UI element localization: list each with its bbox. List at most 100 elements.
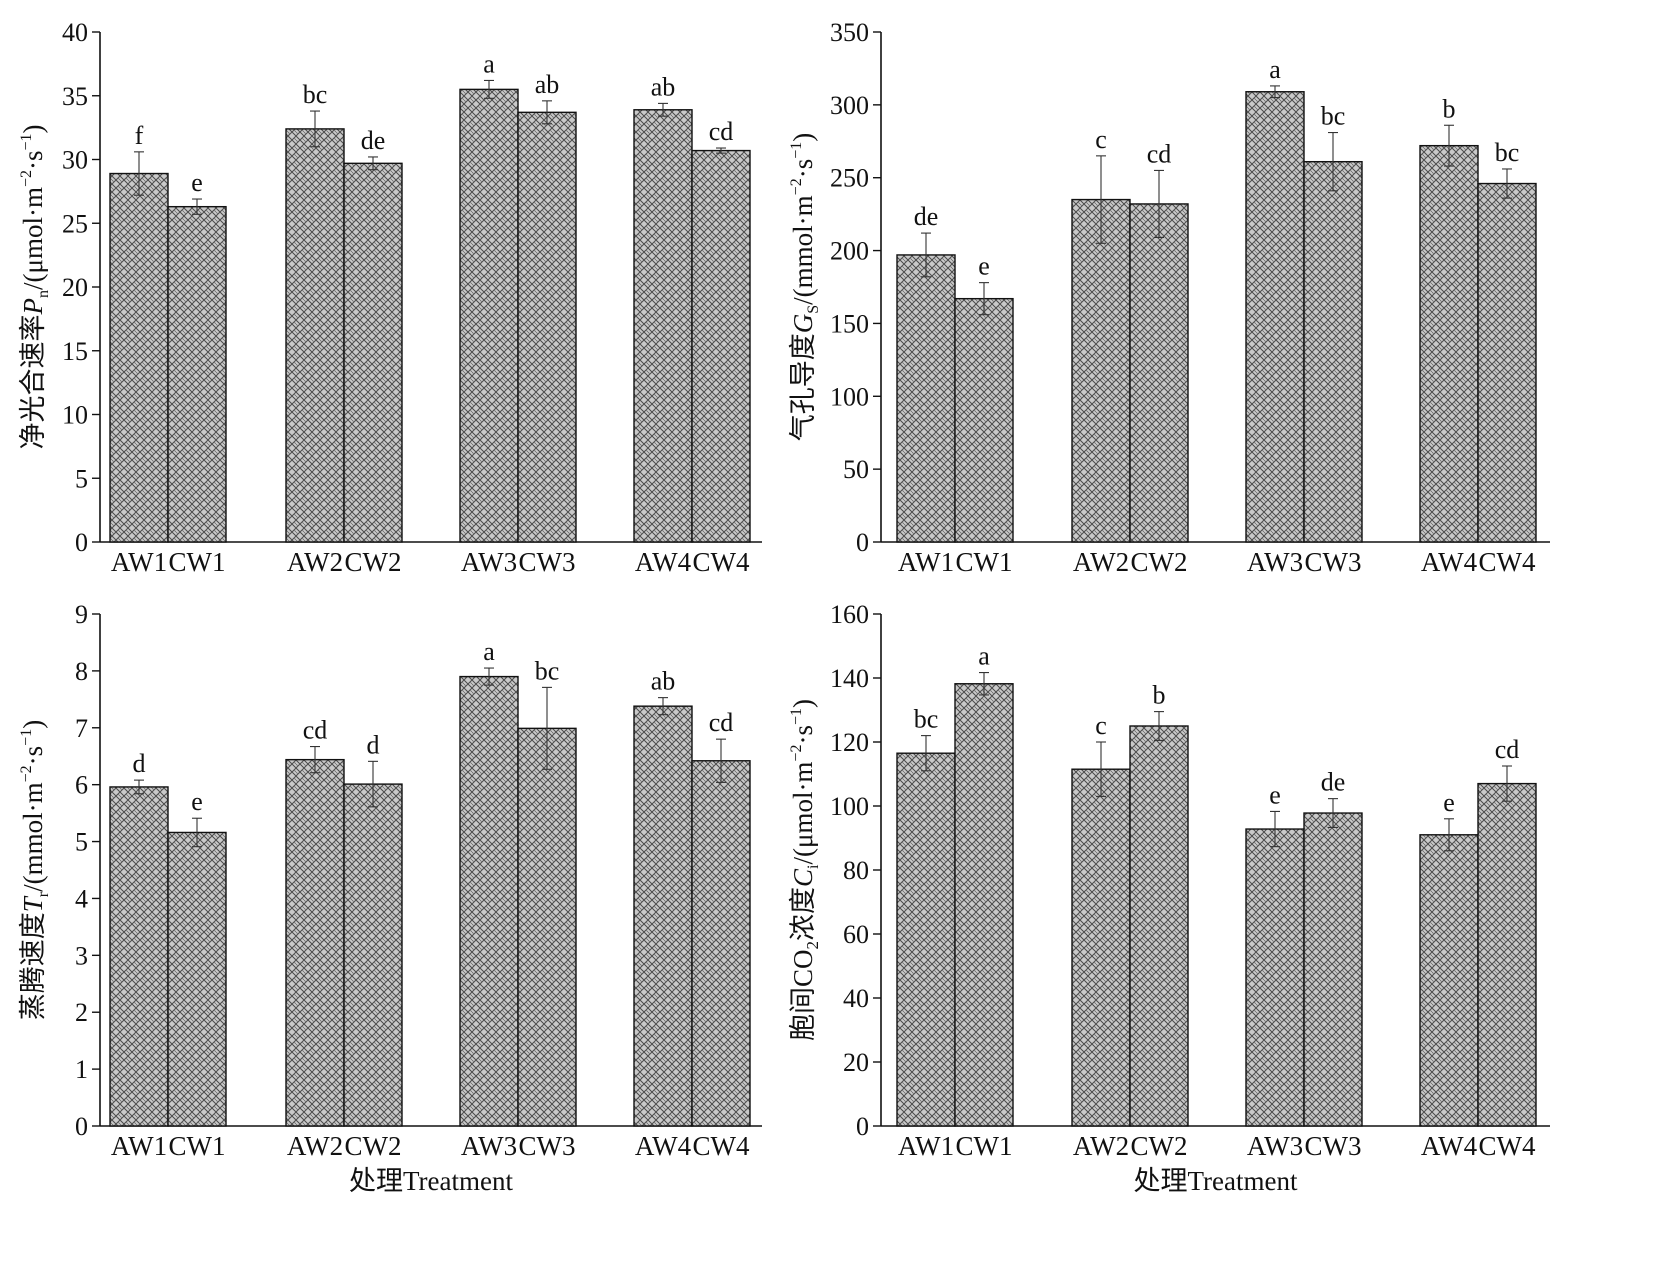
x-tick-label: AW1 [898, 547, 954, 577]
x-tick-label: AW2 [1073, 1131, 1129, 1161]
x-axis-label: 处理Treatment [1134, 1166, 1298, 1196]
bar-aw2 [1071, 768, 1131, 1127]
y-tick-label: 20 [62, 273, 88, 302]
y-tick-label: 10 [62, 401, 88, 430]
y-tick-label: 0 [75, 1112, 88, 1141]
x-tick-label: CW2 [345, 547, 402, 577]
y-tick-label: 100 [830, 382, 869, 411]
bar-aw1 [109, 172, 169, 543]
bar-cw2 [1129, 725, 1189, 1127]
y-tick-label: 20 [843, 1048, 869, 1077]
bar-cw3 [517, 111, 577, 543]
significance-label: c [1095, 125, 1107, 154]
y-tick-label: 8 [75, 657, 88, 686]
bar-cw4 [691, 760, 751, 1127]
x-tick-label: CW3 [519, 1131, 576, 1161]
y-tick-label: 140 [830, 664, 869, 693]
bar-cw1 [167, 831, 227, 1127]
significance-label: e [1443, 788, 1455, 817]
significance-label: d [367, 730, 380, 759]
significance-label: b [1153, 681, 1166, 710]
y-tick-label: 150 [830, 309, 869, 338]
bar-cw3 [1303, 812, 1363, 1127]
x-tick-label: AW1 [898, 1131, 954, 1161]
y-tick-label: 160 [830, 600, 869, 629]
x-tick-label: CW1 [956, 1131, 1013, 1161]
x-axis-label: 处理Treatment [349, 1166, 513, 1196]
x-tick-label: AW2 [287, 547, 343, 577]
y-tick-label: 120 [830, 728, 869, 757]
significance-label: e [978, 252, 990, 281]
x-tick-label: AW4 [635, 1131, 692, 1161]
bar-aw2 [285, 128, 345, 543]
y-tick-label: 40 [62, 18, 88, 47]
bar-cw3 [1303, 160, 1363, 543]
bar-aw4 [633, 109, 693, 543]
bar-cw2 [343, 783, 403, 1127]
significance-label: cd [303, 716, 328, 745]
significance-label: bc [1495, 138, 1520, 167]
y-tick-label: 1 [75, 1055, 88, 1084]
significance-label: cd [709, 117, 734, 146]
y-axis-label: 净光合速率Pn/(μmol·m−2·s−1) [18, 124, 52, 449]
x-tick-label: AW3 [461, 1131, 517, 1161]
significance-label: cd [1147, 139, 1172, 168]
significance-label: c [1095, 711, 1107, 740]
y-tick-label: 80 [843, 856, 869, 885]
x-tick-label: AW2 [1073, 547, 1129, 577]
bar-aw4 [1419, 834, 1479, 1127]
x-tick-label: CW4 [1479, 1131, 1536, 1161]
bar-cw2 [1129, 203, 1189, 543]
x-tick-label: CW2 [345, 1131, 402, 1161]
y-tick-label: 200 [830, 237, 869, 266]
x-tick-label: AW1 [111, 547, 167, 577]
significance-label: cd [1495, 735, 1520, 764]
x-tick-label: CW1 [169, 547, 226, 577]
x-tick-label: AW3 [1247, 547, 1303, 577]
x-tick-label: AW4 [1421, 1131, 1478, 1161]
significance-label: a [483, 49, 495, 78]
y-tick-label: 40 [843, 984, 869, 1013]
x-tick-label: CW3 [519, 547, 576, 577]
significance-label: bc [914, 705, 939, 734]
bar-cw4 [691, 149, 751, 543]
x-tick-label: CW1 [169, 1131, 226, 1161]
bar-aw3 [459, 88, 519, 543]
chart-panel-stomatal-conductance: 0 50 100 150 200 250 300 350 de AW1 e CW1 c AW2 cd CW2 a… [788, 18, 1550, 577]
x-tick-label: CW4 [693, 547, 750, 577]
significance-label: e [191, 787, 203, 816]
significance-label: b [1443, 94, 1456, 123]
x-tick-label: CW1 [956, 547, 1013, 577]
y-axis-label: 蒸腾速度Tr/(mmol·m−2·s−1) [18, 720, 52, 1020]
x-tick-label: AW4 [1421, 547, 1478, 577]
y-tick-label: 0 [856, 1112, 869, 1141]
y-tick-label: 0 [75, 528, 88, 557]
chart-panel-intercellular-co2: 0 20 40 60 80 100 120 140 160 bc AW1 a CW1 c AW2 b CW2 e A… [788, 600, 1550, 1196]
y-tick-label: 15 [62, 337, 88, 366]
y-tick-label: 350 [830, 18, 869, 47]
bar-aw4 [633, 705, 693, 1127]
y-tick-label: 0 [856, 528, 869, 557]
bar-aw1 [896, 254, 956, 543]
y-tick-label: 35 [62, 82, 88, 111]
bar-cw1 [954, 683, 1014, 1127]
significance-label: e [1269, 780, 1281, 809]
significance-label: de [914, 202, 939, 231]
significance-label: e [191, 168, 203, 197]
significance-label: de [361, 126, 386, 155]
significance-label: de [1321, 768, 1346, 797]
y-tick-label: 25 [62, 209, 88, 238]
y-tick-label: 4 [75, 884, 88, 913]
bar-aw2 [1071, 198, 1131, 543]
significance-label: d [133, 749, 146, 778]
y-tick-label: 30 [62, 146, 88, 175]
x-tick-label: AW3 [1247, 1131, 1303, 1161]
y-tick-label: 300 [830, 91, 869, 120]
y-tick-label: 7 [75, 714, 88, 743]
y-axis-label: 胞间CO2浓度Ci/(μmol·m−2·s−1) [788, 699, 822, 1041]
bar-aw3 [1245, 91, 1305, 543]
x-tick-label: CW4 [693, 1131, 750, 1161]
significance-label: a [1269, 55, 1281, 84]
y-tick-label: 250 [830, 164, 869, 193]
